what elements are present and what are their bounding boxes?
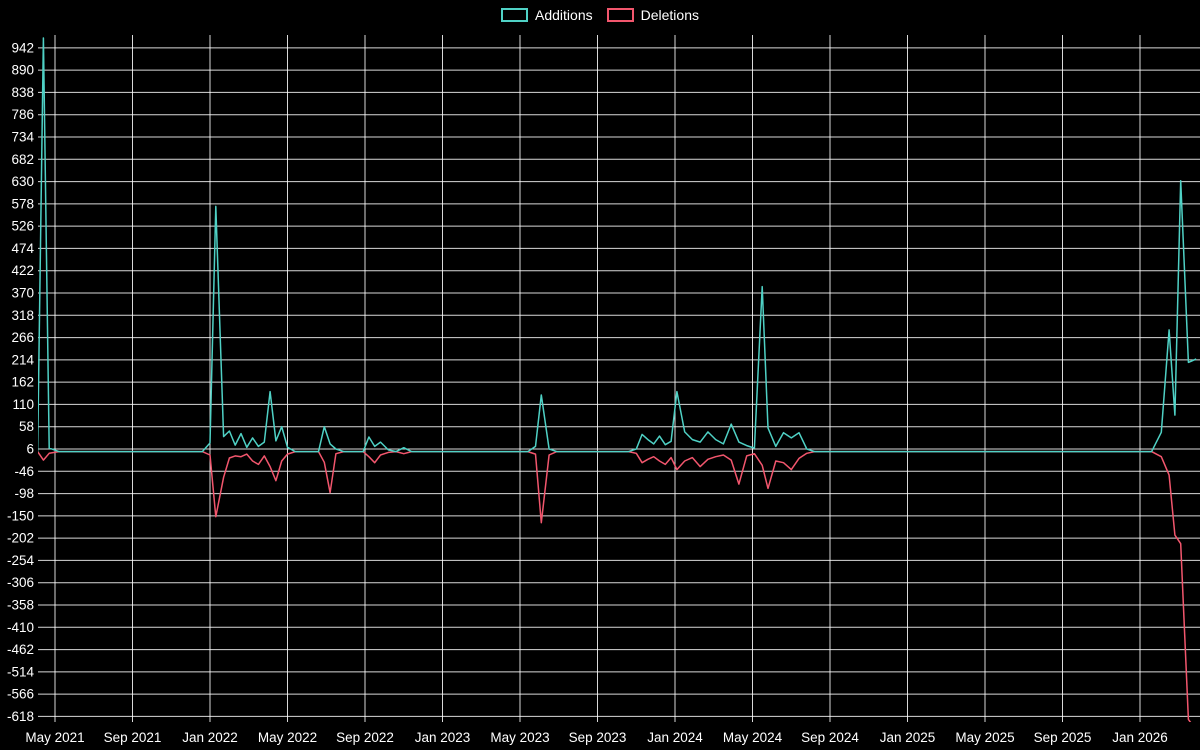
x-axis-tick-label: Jan 2023: [415, 730, 471, 745]
x-axis-tick-label: May 2025: [955, 730, 1014, 745]
y-axis-tick-label: 370: [11, 286, 34, 301]
x-axis-tick-label: Jan 2025: [880, 730, 936, 745]
y-axis-tick-label: -306: [7, 575, 34, 590]
deletions-label: Deletions: [640, 7, 699, 23]
y-axis-tick-label: 890: [11, 63, 34, 78]
x-axis-tick-label: May 2021: [25, 730, 84, 745]
x-axis-tick-label: May 2022: [258, 730, 317, 745]
y-axis-tick-label: -618: [7, 709, 34, 724]
x-axis-tick-label: Sep 2025: [1034, 730, 1092, 745]
x-axis-tick-label: May 2024: [723, 730, 783, 745]
y-axis-tick-label: -410: [7, 620, 34, 635]
y-axis-tick-label: 110: [12, 397, 34, 412]
x-axis-tick-label: Sep 2023: [569, 730, 627, 745]
y-axis-tick-label: 630: [11, 174, 34, 189]
y-axis-tick-label: 162: [11, 375, 34, 390]
legend-item-additions[interactable]: Additions: [501, 7, 593, 23]
y-axis-tick-label: 838: [11, 85, 34, 100]
y-axis-tick-label: 6: [26, 442, 34, 457]
x-axis-tick-label: Jan 2024: [647, 730, 703, 745]
y-axis-tick-label: -358: [7, 598, 34, 613]
y-axis-tick-label: -462: [7, 642, 34, 657]
chart-legend: Additions Deletions: [0, 7, 1200, 23]
y-axis-tick-label: 682: [11, 152, 34, 167]
x-axis-tick-label: Sep 2022: [336, 730, 394, 745]
y-axis-tick-label: 266: [11, 330, 34, 345]
deletions-swatch-icon: [606, 8, 634, 22]
y-axis-tick-label: -202: [7, 531, 34, 546]
y-axis-tick-label: 578: [11, 196, 34, 211]
y-axis-tick-label: 318: [11, 308, 34, 323]
y-axis-tick-label: -150: [7, 508, 34, 523]
y-axis-tick-label: 422: [11, 263, 34, 278]
x-axis-tick-label: Jan 2026: [1112, 730, 1168, 745]
y-axis-tick-label: 214: [11, 352, 34, 367]
y-axis-tick-label: -514: [7, 664, 35, 679]
y-axis-tick-label: -254: [7, 553, 35, 568]
grid-lines: [38, 35, 1200, 722]
x-axis-tick-label: May 2023: [490, 730, 549, 745]
x-axis-tick-label: Sep 2024: [801, 730, 859, 745]
x-axis-tick-label: Sep 2021: [104, 730, 162, 745]
y-axis-tick-label: -566: [7, 687, 34, 702]
x-axis-tick-label: Jan 2022: [182, 730, 238, 745]
y-axis-tick-label: 474: [11, 241, 34, 256]
y-axis-tick-label: -46: [14, 464, 34, 479]
deletions-line: [38, 450, 1192, 722]
additions-label: Additions: [535, 7, 593, 23]
y-axis-tick-label: -98: [14, 486, 34, 501]
y-axis-tick-label: 786: [11, 107, 34, 122]
y-axis-tick-label: 942: [11, 40, 34, 55]
additions-swatch-icon: [501, 8, 529, 22]
y-axis-tick-label: 526: [11, 219, 34, 234]
additions-line: [38, 37, 1197, 453]
y-axis-tick-label: 58: [19, 419, 34, 434]
y-axis-tick-label: 734: [11, 130, 34, 145]
legend-item-deletions[interactable]: Deletions: [606, 7, 699, 23]
